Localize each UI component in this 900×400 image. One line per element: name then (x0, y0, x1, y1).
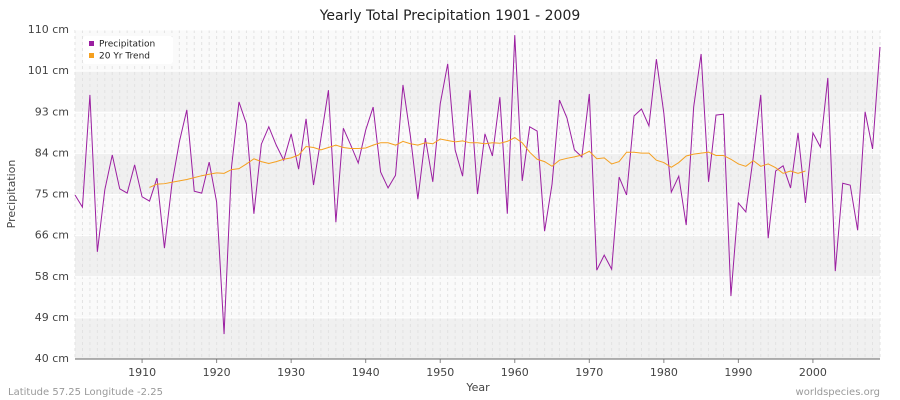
y-tick-label: 75 cm (35, 188, 69, 201)
y-tick-label: 101 cm (28, 64, 69, 77)
legend-box (83, 36, 173, 64)
y-tick-label: 84 cm (35, 146, 69, 159)
x-tick-label: 1940 (352, 366, 380, 379)
footer-left: Latitude 57.25 Longitude -2.25 (8, 387, 163, 398)
x-tick-label: 1970 (575, 366, 603, 379)
series-line (74, 35, 881, 335)
x-axis-label: Year (465, 381, 490, 394)
x-tick-label: 1950 (426, 366, 454, 379)
x-tick-label: 1930 (277, 366, 305, 379)
footer-right: worldspecies.org (796, 387, 880, 398)
chart-title: Yearly Total Precipitation 1901 - 2009 (319, 8, 581, 24)
legend-label: Precipitation (99, 40, 155, 50)
legend-swatch (89, 41, 94, 46)
y-tick-label: 110 cm (28, 23, 69, 36)
y-tick-label: 66 cm (35, 229, 69, 242)
legend-label: 20 Yr Trend (99, 52, 150, 62)
x-tick-label: 1980 (650, 366, 678, 379)
x-tick-label: 1910 (128, 366, 156, 379)
y-axis-label: Precipitation (5, 160, 18, 229)
x-tick-label: 1960 (501, 366, 529, 379)
y-tick-label: 58 cm (35, 270, 69, 283)
x-tick-label: 1990 (724, 366, 752, 379)
y-tick-label: 93 cm (35, 105, 69, 118)
y-tick-label: 40 cm (35, 352, 69, 365)
series-line (149, 137, 806, 188)
legend: Precipitation 20 Yr Trend (83, 36, 173, 64)
x-tick-label: 2000 (799, 366, 827, 379)
legend-swatch (89, 53, 94, 58)
x-tick-label: 1920 (203, 366, 231, 379)
y-tick-label: 49 cm (35, 311, 69, 324)
